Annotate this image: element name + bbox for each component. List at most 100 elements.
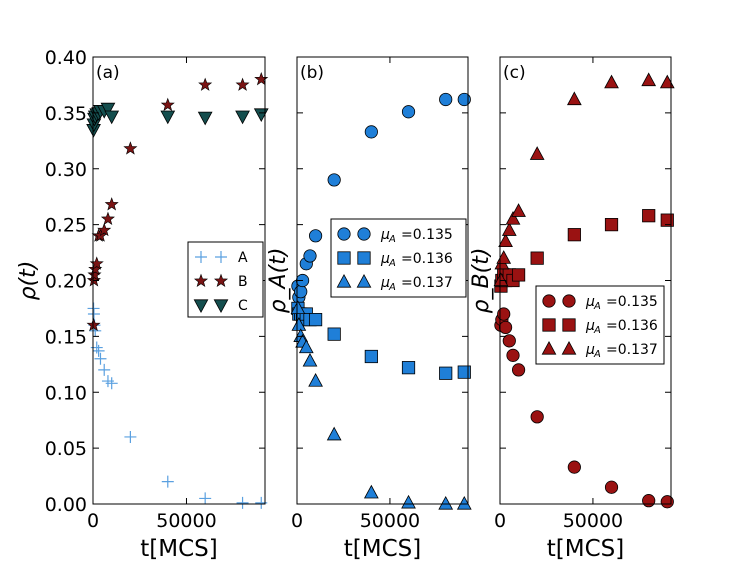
data-point bbox=[308, 313, 323, 327]
legend-mu-subscript: A bbox=[593, 349, 601, 360]
series-=0.137 bbox=[493, 72, 675, 287]
y-axis-label: ρ_B(t) bbox=[469, 248, 494, 314]
data-point bbox=[364, 349, 378, 364]
data-point bbox=[438, 495, 454, 510]
data-point bbox=[291, 317, 307, 331]
y-tick-label: 0.30 bbox=[45, 159, 87, 181]
legend-mu-subscript: A bbox=[388, 258, 396, 269]
legend-item: μ A =0.136 bbox=[542, 318, 658, 336]
data-point bbox=[94, 352, 107, 365]
y-tick-label: 0.10 bbox=[45, 382, 87, 404]
data-point bbox=[511, 203, 526, 217]
data-point bbox=[253, 108, 269, 123]
data-point bbox=[303, 249, 317, 263]
data-point bbox=[199, 492, 212, 505]
legend-marker bbox=[193, 299, 209, 314]
data-point bbox=[98, 363, 111, 376]
series-A bbox=[87, 302, 268, 509]
data-point bbox=[235, 110, 250, 125]
data-point bbox=[506, 348, 520, 362]
x-axis-label: t[MCS] bbox=[344, 536, 421, 561]
y-tick-label: 0.05 bbox=[45, 438, 87, 460]
x-tick-label: 50000 bbox=[360, 510, 420, 532]
series-=0.137 bbox=[290, 300, 472, 510]
x-tick-label: 50000 bbox=[156, 510, 216, 532]
data-point bbox=[160, 97, 175, 112]
legend-mu-symbol: μ bbox=[585, 294, 595, 310]
data-point bbox=[97, 222, 112, 237]
data-point bbox=[160, 110, 176, 125]
legend-mu-subscript: A bbox=[593, 325, 601, 336]
legend-marker bbox=[357, 251, 371, 265]
legend-item: μ A =0.137 bbox=[336, 273, 453, 293]
data-point bbox=[235, 77, 250, 91]
data-point bbox=[498, 233, 513, 247]
data-point bbox=[567, 228, 581, 242]
series-=0.135 bbox=[494, 307, 674, 509]
data-point bbox=[364, 125, 378, 139]
legend-item: C bbox=[193, 298, 248, 314]
panel-label: (b) bbox=[300, 63, 324, 83]
legend-item: μ A =0.135 bbox=[542, 294, 658, 312]
data-point bbox=[530, 251, 544, 265]
y-tick-label: 0.25 bbox=[45, 215, 87, 237]
data-point bbox=[660, 213, 674, 227]
legend-marker bbox=[193, 273, 209, 287]
legend-mu-symbol: μ bbox=[585, 318, 595, 334]
data-point bbox=[254, 71, 269, 86]
data-point bbox=[327, 327, 341, 341]
data-point bbox=[456, 495, 472, 510]
data-point bbox=[641, 72, 657, 87]
x-tick-label: 50000 bbox=[563, 510, 623, 532]
data-point bbox=[105, 377, 118, 390]
legend-mu-subscript: A bbox=[593, 301, 601, 312]
data-point bbox=[659, 74, 675, 89]
legend-item: μ A =0.135 bbox=[337, 227, 453, 245]
data-point bbox=[505, 210, 521, 225]
data-point bbox=[308, 373, 323, 387]
data-point bbox=[92, 344, 105, 357]
series-B bbox=[86, 71, 269, 332]
legend-label: =0.135 bbox=[606, 294, 658, 310]
data-point bbox=[123, 141, 138, 155]
data-point bbox=[294, 285, 308, 299]
y-axis-label: ρ(t) bbox=[16, 261, 41, 301]
data-point bbox=[161, 475, 174, 488]
data-point bbox=[511, 268, 526, 282]
data-point bbox=[604, 480, 619, 494]
series-=0.136 bbox=[291, 301, 471, 380]
legend-item: A bbox=[195, 250, 248, 266]
data-point bbox=[87, 308, 100, 321]
legend-item: B bbox=[193, 273, 248, 290]
data-point bbox=[298, 339, 314, 354]
data-point bbox=[401, 494, 416, 509]
data-point bbox=[89, 256, 104, 270]
legend-label: =0.136 bbox=[606, 318, 658, 334]
panel-a: 0 50000 0.00 0.05 0.10 0.15 0.20 0.25 0.30 0.35 0.… bbox=[16, 47, 269, 562]
data-point bbox=[502, 334, 516, 348]
legend-label: =0.137 bbox=[606, 342, 658, 358]
legend-marker bbox=[213, 299, 229, 314]
data-point bbox=[529, 146, 545, 160]
data-point bbox=[363, 484, 379, 499]
legend-marker bbox=[357, 227, 371, 241]
data-point bbox=[86, 317, 101, 332]
data-point bbox=[326, 426, 342, 441]
data-point bbox=[501, 222, 517, 236]
legend-marker bbox=[215, 251, 227, 263]
legend-label: =0.136 bbox=[401, 251, 453, 267]
panel-label: (c) bbox=[503, 63, 526, 83]
data-point bbox=[236, 496, 249, 509]
data-point bbox=[511, 363, 526, 377]
legend-mu-subscript: A bbox=[388, 234, 396, 245]
data-point bbox=[498, 320, 513, 335]
data-point bbox=[401, 105, 416, 119]
legend-mu-symbol: μ bbox=[380, 251, 390, 267]
data-point bbox=[496, 250, 512, 264]
panel-label: (a) bbox=[96, 63, 120, 83]
data-point bbox=[100, 211, 115, 226]
x-axis-label: t[MCS] bbox=[547, 536, 624, 561]
